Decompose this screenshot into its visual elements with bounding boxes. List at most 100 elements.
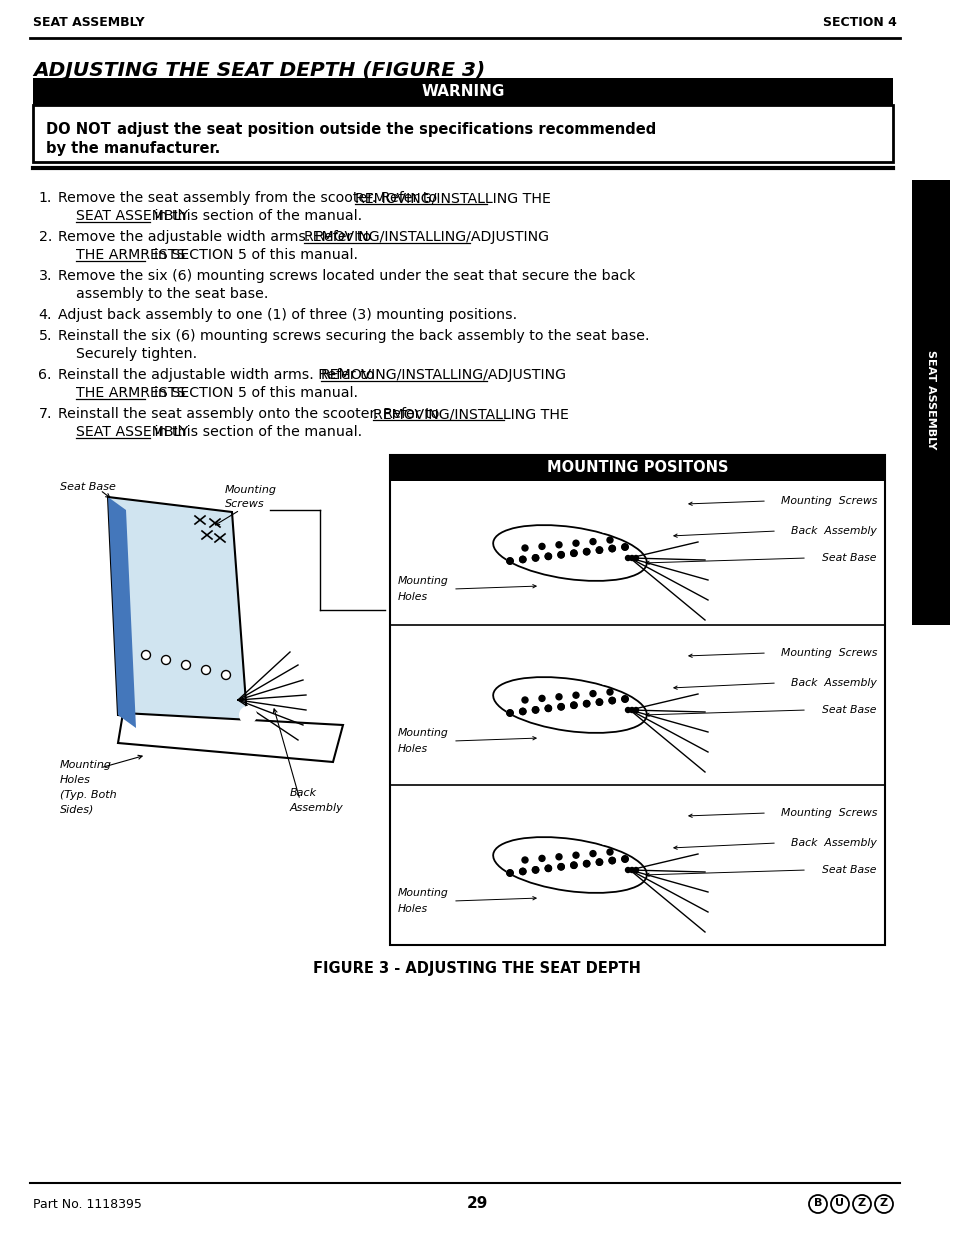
Text: Mounting  Screws: Mounting Screws [780,648,876,658]
Circle shape [506,558,513,564]
Circle shape [625,867,630,872]
Text: REMOVING/INSTALLING THE: REMOVING/INSTALLING THE [355,191,551,205]
Text: 7.: 7. [38,408,52,421]
Text: MOUNTING POSITONS: MOUNTING POSITONS [546,461,727,475]
Circle shape [558,704,564,710]
Circle shape [519,868,525,874]
Circle shape [556,694,561,700]
Circle shape [629,556,634,561]
Circle shape [596,699,602,705]
Text: Holes: Holes [397,743,428,755]
Circle shape [538,543,544,550]
Circle shape [621,695,627,703]
Circle shape [606,689,613,695]
Text: assembly to the seat base.: assembly to the seat base. [76,287,268,301]
Text: in this section of the manual.: in this section of the manual. [151,425,362,438]
Circle shape [506,869,513,876]
Text: ADJUSTING THE SEAT DEPTH (FIGURE 3): ADJUSTING THE SEAT DEPTH (FIGURE 3) [33,61,485,79]
Text: Screws: Screws [225,499,264,509]
Circle shape [201,666,211,674]
Circle shape [570,550,577,557]
Text: 3.: 3. [38,269,52,283]
Circle shape [181,661,191,669]
Text: adjust the seat position outside the specifications recommended: adjust the seat position outside the spe… [112,122,656,137]
FancyBboxPatch shape [33,78,892,105]
Circle shape [556,542,561,548]
Text: DO NOT: DO NOT [46,122,111,137]
Text: 5.: 5. [38,329,52,343]
Text: Reinstall the seat assembly onto the scooter. Refer to: Reinstall the seat assembly onto the sco… [58,408,443,421]
Circle shape [538,695,544,701]
Circle shape [538,856,544,861]
Text: REMOVING/INSTALLING/ADJUSTING: REMOVING/INSTALLING/ADJUSTING [321,368,566,382]
Circle shape [506,710,513,716]
Text: Back  Assembly: Back Assembly [790,839,876,848]
Circle shape [621,695,627,703]
Text: Holes: Holes [60,776,91,785]
Circle shape [621,543,627,551]
Text: Z: Z [879,1198,887,1209]
Text: 2.: 2. [38,230,52,245]
Circle shape [629,867,634,872]
Text: 4.: 4. [38,308,52,322]
Circle shape [544,553,551,559]
Circle shape [583,548,589,555]
Circle shape [608,698,615,704]
Text: Remove the seat assembly from the scooter. Refer to: Remove the seat assembly from the scoote… [58,191,441,205]
Circle shape [608,857,615,863]
Circle shape [521,697,527,703]
Text: Back  Assembly: Back Assembly [790,526,876,536]
Polygon shape [118,713,343,762]
Text: Mounting: Mounting [397,576,448,585]
Text: SEAT ASSEMBLY: SEAT ASSEMBLY [76,425,188,438]
Text: in SECTION 5 of this manual.: in SECTION 5 of this manual. [145,387,357,400]
Text: Mounting: Mounting [397,727,448,739]
Text: Adjust back assembly to one (1) of three (3) mounting positions.: Adjust back assembly to one (1) of three… [58,308,517,322]
Ellipse shape [493,837,646,893]
Circle shape [521,857,527,863]
Circle shape [558,552,564,558]
Circle shape [573,852,578,858]
Circle shape [583,861,589,867]
Text: by the manufacturer.: by the manufacturer. [46,141,220,156]
Circle shape [570,701,577,709]
Circle shape [570,701,577,709]
Circle shape [608,857,615,863]
Text: Remove the six (6) mounting screws located under the seat that secure the back: Remove the six (6) mounting screws locat… [58,269,635,283]
Text: Holes: Holes [397,904,428,914]
Circle shape [570,862,577,868]
Circle shape [544,705,551,711]
Circle shape [583,548,589,555]
Text: 1.: 1. [38,191,52,205]
Text: Holes: Holes [397,592,428,601]
Text: Mounting: Mounting [225,485,276,495]
Circle shape [532,867,538,873]
Circle shape [521,545,527,551]
Circle shape [532,867,538,873]
Circle shape [519,556,525,563]
Text: Z: Z [857,1198,865,1209]
Circle shape [621,543,627,551]
Circle shape [544,705,551,711]
Text: Reinstall the six (6) mounting screws securing the back assembly to the seat bas: Reinstall the six (6) mounting screws se… [58,329,649,343]
Text: Mounting  Screws: Mounting Screws [780,496,876,506]
Text: THE ARMRESTS: THE ARMRESTS [76,248,185,262]
Text: (Typ. Both: (Typ. Both [60,790,116,800]
Polygon shape [108,496,136,727]
Text: SEAT ASSEMBLY: SEAT ASSEMBLY [33,16,145,30]
Circle shape [556,853,561,860]
Circle shape [596,547,602,553]
FancyBboxPatch shape [33,105,892,162]
Circle shape [532,555,538,561]
Circle shape [589,851,596,857]
Text: Mounting  Screws: Mounting Screws [780,808,876,818]
Text: SEAT ASSEMBLY: SEAT ASSEMBLY [76,209,188,224]
Circle shape [596,699,602,705]
Text: in this section of the manual.: in this section of the manual. [151,209,362,224]
Circle shape [608,698,615,704]
Text: SEAT ASSEMBLY: SEAT ASSEMBLY [925,351,935,450]
Circle shape [141,651,151,659]
Circle shape [558,863,564,869]
Text: Seat Base: Seat Base [821,705,876,715]
Circle shape [598,517,612,532]
